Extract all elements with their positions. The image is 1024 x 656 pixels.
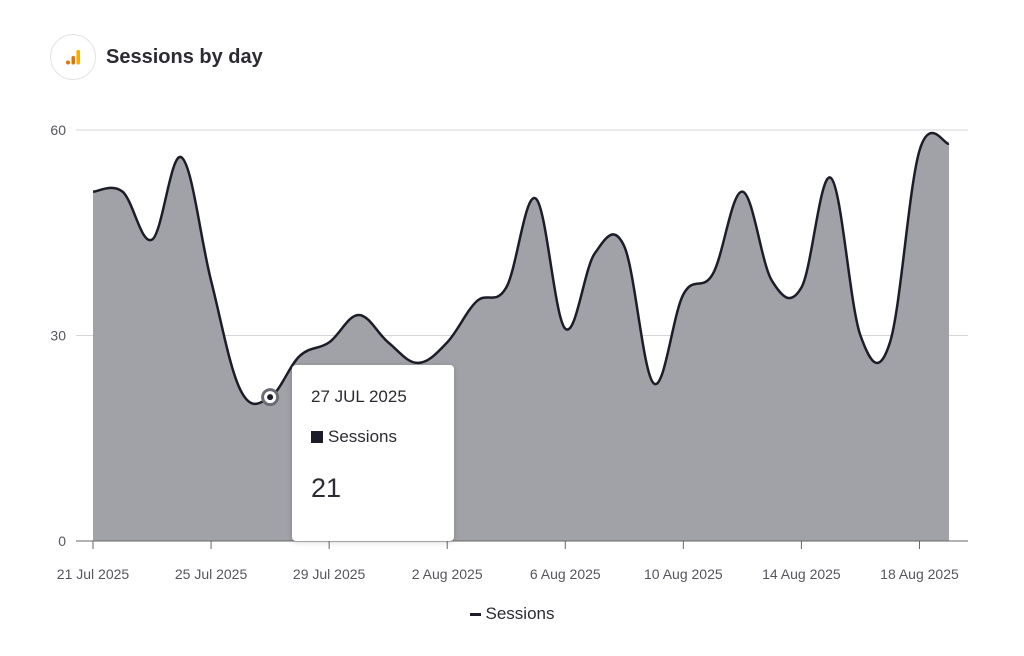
chart-title: Sessions by day [106,45,263,68]
x-tick-label: 25 Jul 2025 [175,566,248,582]
chart-tooltip: 27 JUL 2025 Sessions 21 [292,365,454,541]
tooltip-series-label: Sessions [328,427,397,446]
marker-dot [267,394,274,401]
x-tick-label: 2 Aug 2025 [412,566,483,582]
legend-line-icon [469,612,481,616]
chart-legend[interactable]: Sessions [0,604,1024,624]
sessions-area [93,132,949,541]
x-tick-label: 18 Aug 2025 [880,566,959,582]
x-tick-label: 29 Jul 2025 [293,566,366,582]
series-swatch-icon [311,431,323,443]
x-tick-label: 10 Aug 2025 [644,566,723,582]
tooltip-date: 27 JUL 2025 [311,387,407,406]
sessions-line [92,131,950,406]
x-tick-label: 14 Aug 2025 [762,566,841,582]
chart-header: Sessions by day [50,34,263,80]
analytics-bar-icon [50,34,96,80]
tooltip-series: Sessions [311,427,454,447]
hover-point-marker [261,388,280,407]
x-tick-label: 6 Aug 2025 [530,566,601,582]
tooltip-value: 21 [311,473,342,503]
y-tick-label: 30 [50,328,66,344]
x-tick-label: 21 Jul 2025 [57,566,130,582]
y-tick-label: 60 [50,122,66,138]
legend-label[interactable]: Sessions [485,604,555,623]
y-tick-label: 0 [58,533,66,549]
sessions-area-chart: 0 30 60 21 Jul 2025 25 Jul 2025 29 Jul 2025 2… [50,122,968,582]
